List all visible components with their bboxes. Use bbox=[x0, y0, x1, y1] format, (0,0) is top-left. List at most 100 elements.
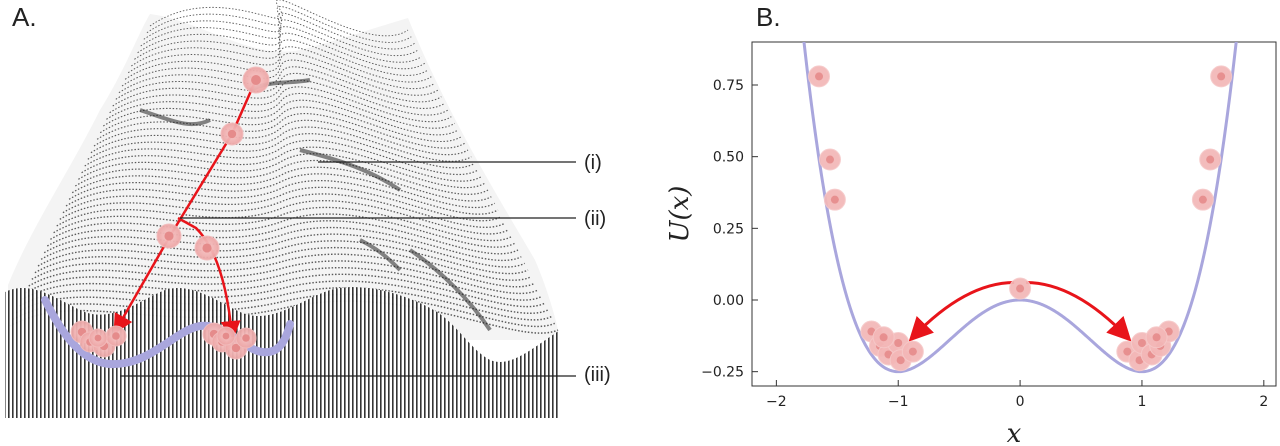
landscape-contour-line bbox=[134, 32, 425, 70]
chart-cell bbox=[1191, 188, 1214, 211]
panel-a-letter: A. bbox=[12, 2, 37, 32]
landscape-contour-line bbox=[93, 119, 469, 156]
x-tick-label: −1 bbox=[888, 394, 909, 410]
chart-cell-nucleus bbox=[908, 347, 917, 356]
chart-cell-nucleus bbox=[896, 356, 905, 365]
panel-a: A. (i) (ii) (iii) bbox=[5, 0, 611, 418]
landscape-shading-streak bbox=[408, 248, 492, 332]
landscape-cell bbox=[242, 66, 270, 94]
landscape-contour-line bbox=[28, 260, 539, 295]
chart-cell bbox=[1009, 277, 1032, 300]
landscape-shading-streak bbox=[359, 238, 402, 272]
chart-cell-nucleus bbox=[830, 195, 839, 204]
landscape-contour-line bbox=[131, 39, 429, 76]
landscape-contour-line bbox=[65, 179, 499, 215]
landscape-cell-nucleus bbox=[202, 243, 212, 253]
lineage-arrow-branch bbox=[177, 216, 241, 341]
landscape-contour-line bbox=[112, 79, 449, 116]
chart-cell bbox=[1199, 148, 1222, 171]
chart-cell bbox=[1210, 65, 1233, 88]
landscape-contour-line bbox=[81, 146, 482, 182]
landscape-contour-line bbox=[12, 293, 556, 328]
landscape-contour-line bbox=[143, 12, 415, 50]
landscape-contour-line bbox=[99, 106, 462, 143]
landscape-contour-line bbox=[106, 93, 455, 129]
landscape-contour-line bbox=[78, 153, 485, 189]
landscape-contour-line bbox=[121, 59, 439, 96]
landscape-contour-line bbox=[68, 173, 496, 209]
chart-cell-nucleus bbox=[1206, 155, 1215, 164]
landscape-cell bbox=[105, 325, 127, 347]
landscape-cell bbox=[156, 223, 182, 249]
landscape-contour-line bbox=[84, 139, 479, 176]
landscape-contour-line bbox=[25, 266, 542, 301]
potential-chart: −2 −1 0 1 2 −0.25 0.00 0.25 0.50 0.75 x U(x) bbox=[665, 41, 1277, 446]
landscape-cell-nucleus bbox=[94, 334, 102, 342]
landscape-contour-line bbox=[22, 273, 546, 308]
landscape-cell bbox=[88, 328, 108, 348]
chart-cell-nucleus bbox=[825, 155, 834, 164]
landscape-cell bbox=[194, 235, 220, 261]
chart-cell-nucleus bbox=[1016, 284, 1025, 293]
transition-arrow-right bbox=[1026, 281, 1132, 342]
label-i: (i) bbox=[584, 152, 602, 174]
chart-cell bbox=[808, 65, 831, 88]
chart-cell-nucleus bbox=[1198, 195, 1207, 204]
landscape-base-stripes bbox=[5, 287, 560, 418]
landscape-contour-line bbox=[34, 246, 532, 281]
chart-cell-nucleus bbox=[1137, 339, 1146, 347]
lineage-arrow-main bbox=[113, 83, 256, 335]
landscape-contour-line bbox=[127, 46, 432, 83]
landscape-contour-line bbox=[118, 66, 442, 103]
landscape-cell-nucleus bbox=[227, 129, 237, 139]
chart-cell bbox=[1145, 326, 1168, 349]
plot-frame bbox=[751, 41, 1277, 387]
chart-cell-nucleus bbox=[815, 72, 824, 81]
chart-cell-nucleus bbox=[1152, 333, 1161, 342]
label-ii: (ii) bbox=[584, 208, 606, 230]
landscape-cell-nucleus bbox=[222, 332, 230, 340]
valley-trough-line bbox=[41, 296, 294, 369]
chart-cell-nucleus bbox=[1217, 72, 1226, 81]
landscape-cell bbox=[216, 326, 236, 346]
y-tick-label: 0.50 bbox=[713, 150, 744, 166]
landscape-shading-streak bbox=[139, 108, 211, 127]
chart-cell-nucleus bbox=[894, 339, 903, 347]
landscape-contour-line bbox=[103, 99, 459, 136]
y-tick-label: −0.25 bbox=[701, 365, 744, 381]
y-tick-label: 0.25 bbox=[713, 221, 744, 237]
landscape-cell-nucleus bbox=[112, 332, 120, 340]
y-tick-label: 0.75 bbox=[713, 78, 744, 94]
y-tick-label: 0.00 bbox=[713, 293, 744, 309]
x-tick-label: −2 bbox=[766, 394, 787, 410]
landscape-contour-line bbox=[140, 19, 419, 57]
chart-cell bbox=[872, 326, 895, 349]
chart-cell bbox=[823, 188, 846, 211]
landscape-contour-line bbox=[96, 113, 465, 149]
landscape-contour-line bbox=[90, 126, 472, 162]
landscape-contour-line bbox=[74, 159, 489, 195]
chart-cell bbox=[818, 148, 841, 171]
landscape-contour-line bbox=[50, 213, 516, 248]
landscape-contour-line bbox=[18, 280, 549, 314]
landscape-shading-streak bbox=[299, 148, 402, 192]
landscape-contour-line bbox=[37, 240, 529, 275]
landscape-cell-nucleus bbox=[251, 75, 261, 85]
landscape-cell-nucleus bbox=[164, 231, 174, 241]
landscape-cell bbox=[235, 327, 257, 349]
landscape-contour-line bbox=[31, 253, 536, 288]
panel-b-letter: B. bbox=[756, 2, 781, 32]
landscape-contour-line bbox=[146, 6, 412, 43]
x-axis-label: x bbox=[1007, 419, 1022, 446]
chart-cell-nucleus bbox=[1123, 347, 1132, 356]
landscape-cells bbox=[70, 66, 270, 360]
x-tick-label: 0 bbox=[1016, 394, 1025, 410]
label-iii: (iii) bbox=[584, 364, 611, 386]
x-tick-label: 1 bbox=[1137, 394, 1146, 410]
transition-arrow-left bbox=[908, 281, 1015, 342]
landscape-cell-nucleus bbox=[231, 343, 241, 353]
landscape-contour-line bbox=[109, 86, 452, 123]
chart-cell bbox=[901, 340, 924, 363]
landscape-contour-line bbox=[46, 220, 519, 255]
